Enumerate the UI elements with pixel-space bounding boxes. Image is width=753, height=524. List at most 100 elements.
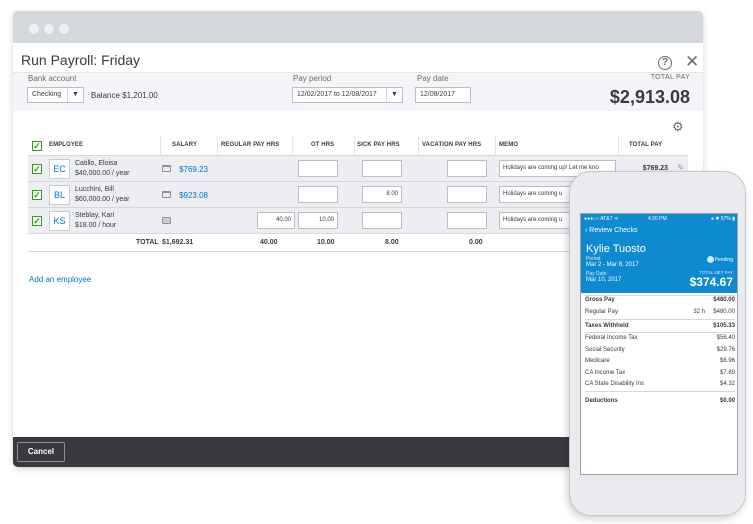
regular-pay-hours: 32 h <box>693 309 705 315</box>
dialog-title: Run Payroll: Friday <box>21 52 141 68</box>
window-close-dot[interactable] <box>29 24 39 34</box>
divider <box>585 295 735 296</box>
gear-icon[interactable]: ⚙ <box>672 119 684 134</box>
browser-chrome <box>13 11 703 43</box>
total-sick-hrs: 8.00 <box>385 239 399 246</box>
bank-account-select[interactable]: Checking ▼ <box>27 87 84 103</box>
paycheck-icon[interactable] <box>162 191 171 198</box>
window-maximize-dot[interactable] <box>59 24 69 34</box>
salary-value[interactable]: $923.08 <box>179 191 208 200</box>
total-regular-hrs: 40.00 <box>260 239 278 246</box>
sick-pay-hrs-input[interactable] <box>362 160 402 177</box>
ot-hrs-input[interactable] <box>298 186 338 203</box>
divider <box>585 319 735 320</box>
employee-name: Lucchini, Bill <box>75 186 114 193</box>
col-employee[interactable]: EMPLOYEE <box>49 142 84 148</box>
divider <box>585 332 735 333</box>
col-total-pay[interactable]: TOTAL PAY <box>629 142 663 148</box>
row-checkbox[interactable]: ✓ <box>32 216 42 226</box>
deductions-value: $0.00 <box>719 398 735 404</box>
col-memo[interactable]: MEMO <box>499 142 519 148</box>
vacation-pay-hrs-input[interactable] <box>447 160 487 177</box>
total-vacation-hrs: 0.00 <box>469 239 483 246</box>
pay-date-label: Pay Date <box>586 271 607 277</box>
chevron-down-icon: ▼ <box>386 88 402 102</box>
sick-pay-hrs-input[interactable] <box>362 212 402 229</box>
tax-value: $56.40 <box>716 335 735 341</box>
dialog-header: Run Payroll: Friday ? ✕ <box>13 43 703 73</box>
paycheck-header: ●●●○○ AT&T ᯤ 4:20 PM ● ✱ 57% ▮ ‹ Review … <box>581 214 737 293</box>
net-pay-label: TOTAL NET PAY <box>699 270 733 275</box>
column-divider <box>217 136 218 156</box>
tax-label: Medicare <box>585 358 610 364</box>
employee-name: Kylie Tuosto <box>586 243 646 255</box>
pay-date-value: 12/08/2017 <box>420 91 456 98</box>
column-divider <box>495 136 496 156</box>
tax-label: Social Security <box>585 347 625 353</box>
total-salary: $1,692.31 <box>162 239 194 246</box>
help-icon[interactable]: ? <box>658 56 672 70</box>
pay-period-value: 12/02/2017 to 12/08/2017 <box>297 91 377 98</box>
gross-pay-label: Gross Pay <box>585 297 615 303</box>
vacation-pay-hrs-input[interactable] <box>447 212 487 229</box>
avatar: BL <box>49 185 70 205</box>
row-checkbox[interactable]: ✓ <box>32 164 42 174</box>
window-minimize-dot[interactable] <box>44 24 54 34</box>
select-all-checkbox[interactable]: ✓ <box>32 141 42 151</box>
employee-name: Catillo, Eloisa <box>75 160 118 167</box>
total-ot-hrs: 10.00 <box>317 239 335 246</box>
sick-pay-hrs-input[interactable]: 8.00 <box>362 186 402 203</box>
review-checks-back-button[interactable]: ‹ Review Checks <box>585 227 638 234</box>
phone-mockup: ●●●○○ AT&T ᯤ 4:20 PM ● ✱ 57% ▮ ‹ Review … <box>569 171 746 516</box>
salary-value[interactable]: $769.23 <box>179 165 208 174</box>
row-checkbox[interactable]: ✓ <box>32 190 42 200</box>
avatar: EC <box>49 159 70 179</box>
col-salary[interactable]: SALARY <box>172 142 198 148</box>
regular-pay-hrs-input[interactable]: 40.00 <box>257 212 295 229</box>
employee-name: Steblay, Kari <box>75 212 115 219</box>
col-vacation-pay-hrs[interactable]: VACATION PAY HRS <box>422 142 482 148</box>
status-text: Pending <box>714 256 733 263</box>
col-ot-hrs[interactable]: OT HRS <box>311 142 335 148</box>
column-divider <box>418 136 419 156</box>
pencil-icon[interactable]: ✎ <box>677 163 684 172</box>
employee-rate: $18.00 / hour <box>75 222 117 229</box>
cancel-button[interactable]: Cancel <box>17 442 65 462</box>
column-divider <box>160 136 161 156</box>
pay-period-select[interactable]: 12/02/2017 to 12/08/2017 ▼ <box>292 87 403 103</box>
employee-rate: $40,000.00 / year <box>75 170 130 177</box>
totals-label: TOTAL <box>136 239 159 246</box>
column-divider <box>354 136 355 156</box>
total-pay-label: TOTAL PAY <box>650 74 690 81</box>
table-header: ✓ EMPLOYEE SALARY REGULAR PAY HRS OT HRS… <box>28 136 688 156</box>
pay-date-label: Pay date <box>417 74 449 83</box>
pay-period-label: Pay period <box>293 74 332 83</box>
bank-balance: Balance $1,201.00 <box>91 91 158 100</box>
paycheck-icon[interactable] <box>162 165 171 172</box>
avatar: KS <box>49 211 70 231</box>
totals-row: TOTAL $1,692.31 40.00 10.00 8.00 0.00 <box>28 234 688 252</box>
vacation-pay-hrs-input[interactable] <box>447 186 487 203</box>
pay-date-field[interactable]: 12/08/2017 <box>415 87 471 103</box>
add-employee-link[interactable]: Add an employee <box>29 275 92 284</box>
chevron-down-icon: ▼ <box>67 88 83 102</box>
tax-value: $6.96 <box>719 358 735 364</box>
tax-value: $7.89 <box>719 370 735 376</box>
col-regular-pay-hrs[interactable]: REGULAR PAY HRS <box>221 142 280 148</box>
col-sick-pay-hrs[interactable]: SICK PAY HRS <box>357 142 400 148</box>
tax-label: CA Income Tax <box>585 370 626 376</box>
ot-hrs-input[interactable] <box>298 160 338 177</box>
column-divider <box>292 136 293 156</box>
close-icon[interactable]: ✕ <box>685 52 700 71</box>
period-label: Period <box>586 256 601 262</box>
tax-value: $29.76 <box>716 347 735 353</box>
tax-label: CA State Disability Ins <box>585 381 645 387</box>
carrier-text: ●●●○○ AT&T ᯤ <box>584 216 619 222</box>
ot-hrs-input[interactable]: 10.00 <box>298 212 338 229</box>
bank-account-label: Bank account <box>28 74 77 83</box>
card-icon[interactable] <box>162 217 171 224</box>
status-time: 4:20 PM <box>648 216 667 222</box>
pending-icon <box>706 256 714 263</box>
total-pay-amount: $2,913.08 <box>609 87 690 107</box>
divider <box>585 391 735 392</box>
